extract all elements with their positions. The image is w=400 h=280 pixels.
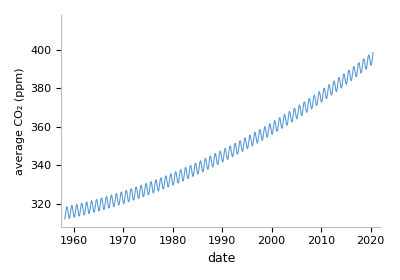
Y-axis label: average CO₂ (ppm): average CO₂ (ppm) (15, 67, 25, 175)
X-axis label: date: date (207, 252, 235, 265)
